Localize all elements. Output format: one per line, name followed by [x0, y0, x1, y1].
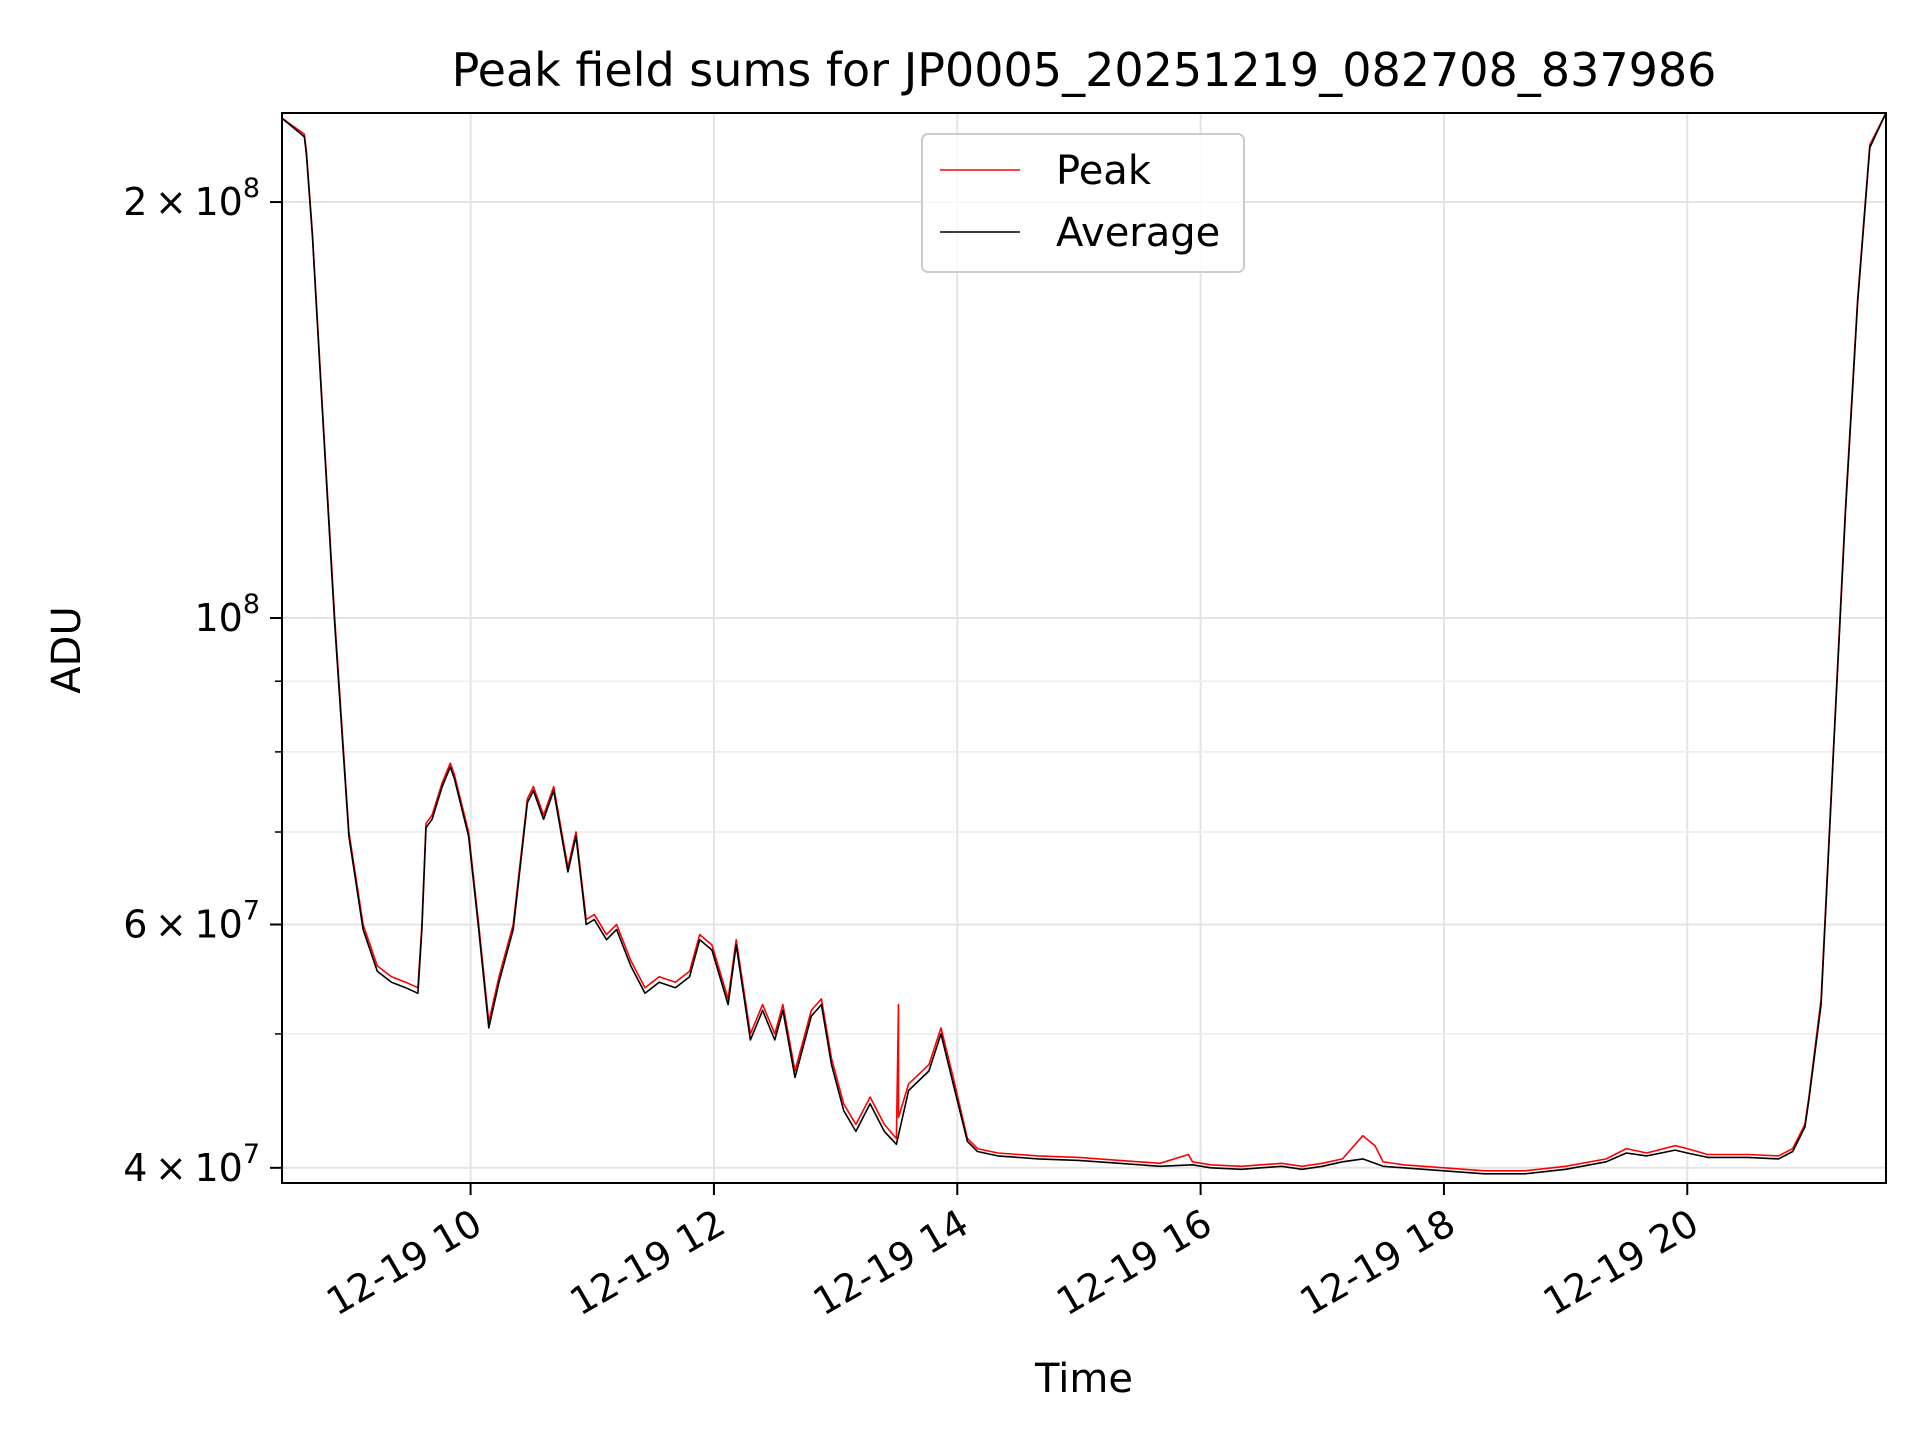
y-tick-label: 2 × 108 [123, 173, 260, 224]
legend-label-average: Average [1056, 210, 1220, 256]
plot-frame [281, 112, 1887, 1184]
series-line-peak [281, 112, 1887, 1172]
legend-label-peak: Peak [1056, 148, 1152, 194]
y-axis-label: ADU [44, 606, 90, 693]
y-tick-label: 6 × 107 [123, 896, 260, 947]
series-layer [281, 112, 1887, 1175]
legend-box [921, 133, 1245, 273]
y-tick-label: 108 [194, 589, 260, 640]
y-axis: 4 × 107 6 × 107 108 2 × 108 [123, 173, 282, 1190]
series-line-average [281, 112, 1887, 1175]
x-axis-label: Time [1034, 1356, 1133, 1402]
y-tick-label: 4 × 107 [123, 1139, 260, 1190]
legend: Peak Average [921, 133, 1245, 273]
chart-title: Peak field sums for JP0005_20251219_0827… [452, 43, 1717, 97]
